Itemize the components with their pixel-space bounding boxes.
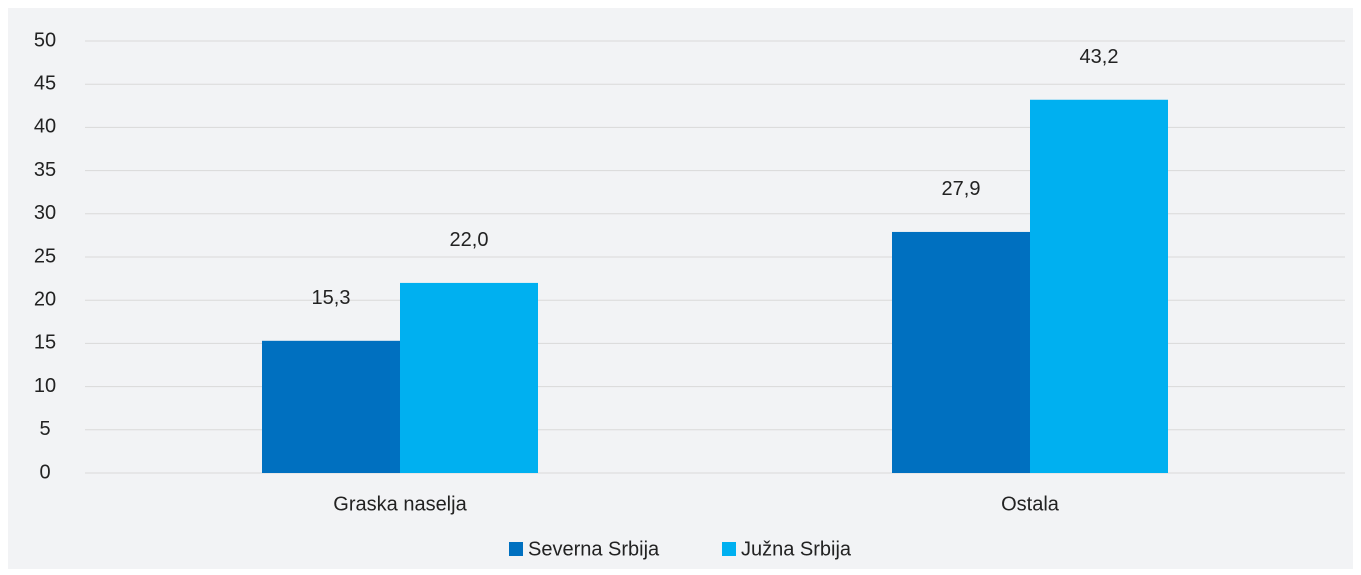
y-tick-label: 40 (34, 116, 56, 138)
bar (892, 231, 1030, 473)
x-tick-label: Graska naselja (333, 493, 467, 515)
data-label: 27,9 (942, 178, 981, 200)
bar (1030, 99, 1168, 473)
x-tick-label: Ostala (1001, 493, 1060, 515)
bar (400, 282, 538, 473)
y-tick-label: 0 (39, 461, 50, 483)
y-tick-label: 5 (39, 418, 50, 440)
y-tick-label: 20 (34, 288, 56, 310)
y-tick-label: 35 (34, 159, 56, 181)
y-tick-label: 10 (34, 375, 56, 397)
data-label: 43,2 (1080, 46, 1119, 68)
data-label: 22,0 (450, 229, 489, 251)
y-tick-label: 15 (34, 332, 56, 354)
legend-label: Severna Srbija (528, 538, 660, 560)
bar (262, 340, 400, 473)
y-tick-label: 50 (34, 29, 56, 51)
legend-swatch (722, 542, 736, 556)
data-label: 15,3 (312, 287, 351, 309)
y-tick-label: 30 (34, 202, 56, 224)
y-tick-label: 25 (34, 245, 56, 267)
y-tick-label: 45 (34, 72, 56, 94)
legend-label: Južna Srbija (741, 538, 852, 560)
legend-swatch (509, 542, 523, 556)
